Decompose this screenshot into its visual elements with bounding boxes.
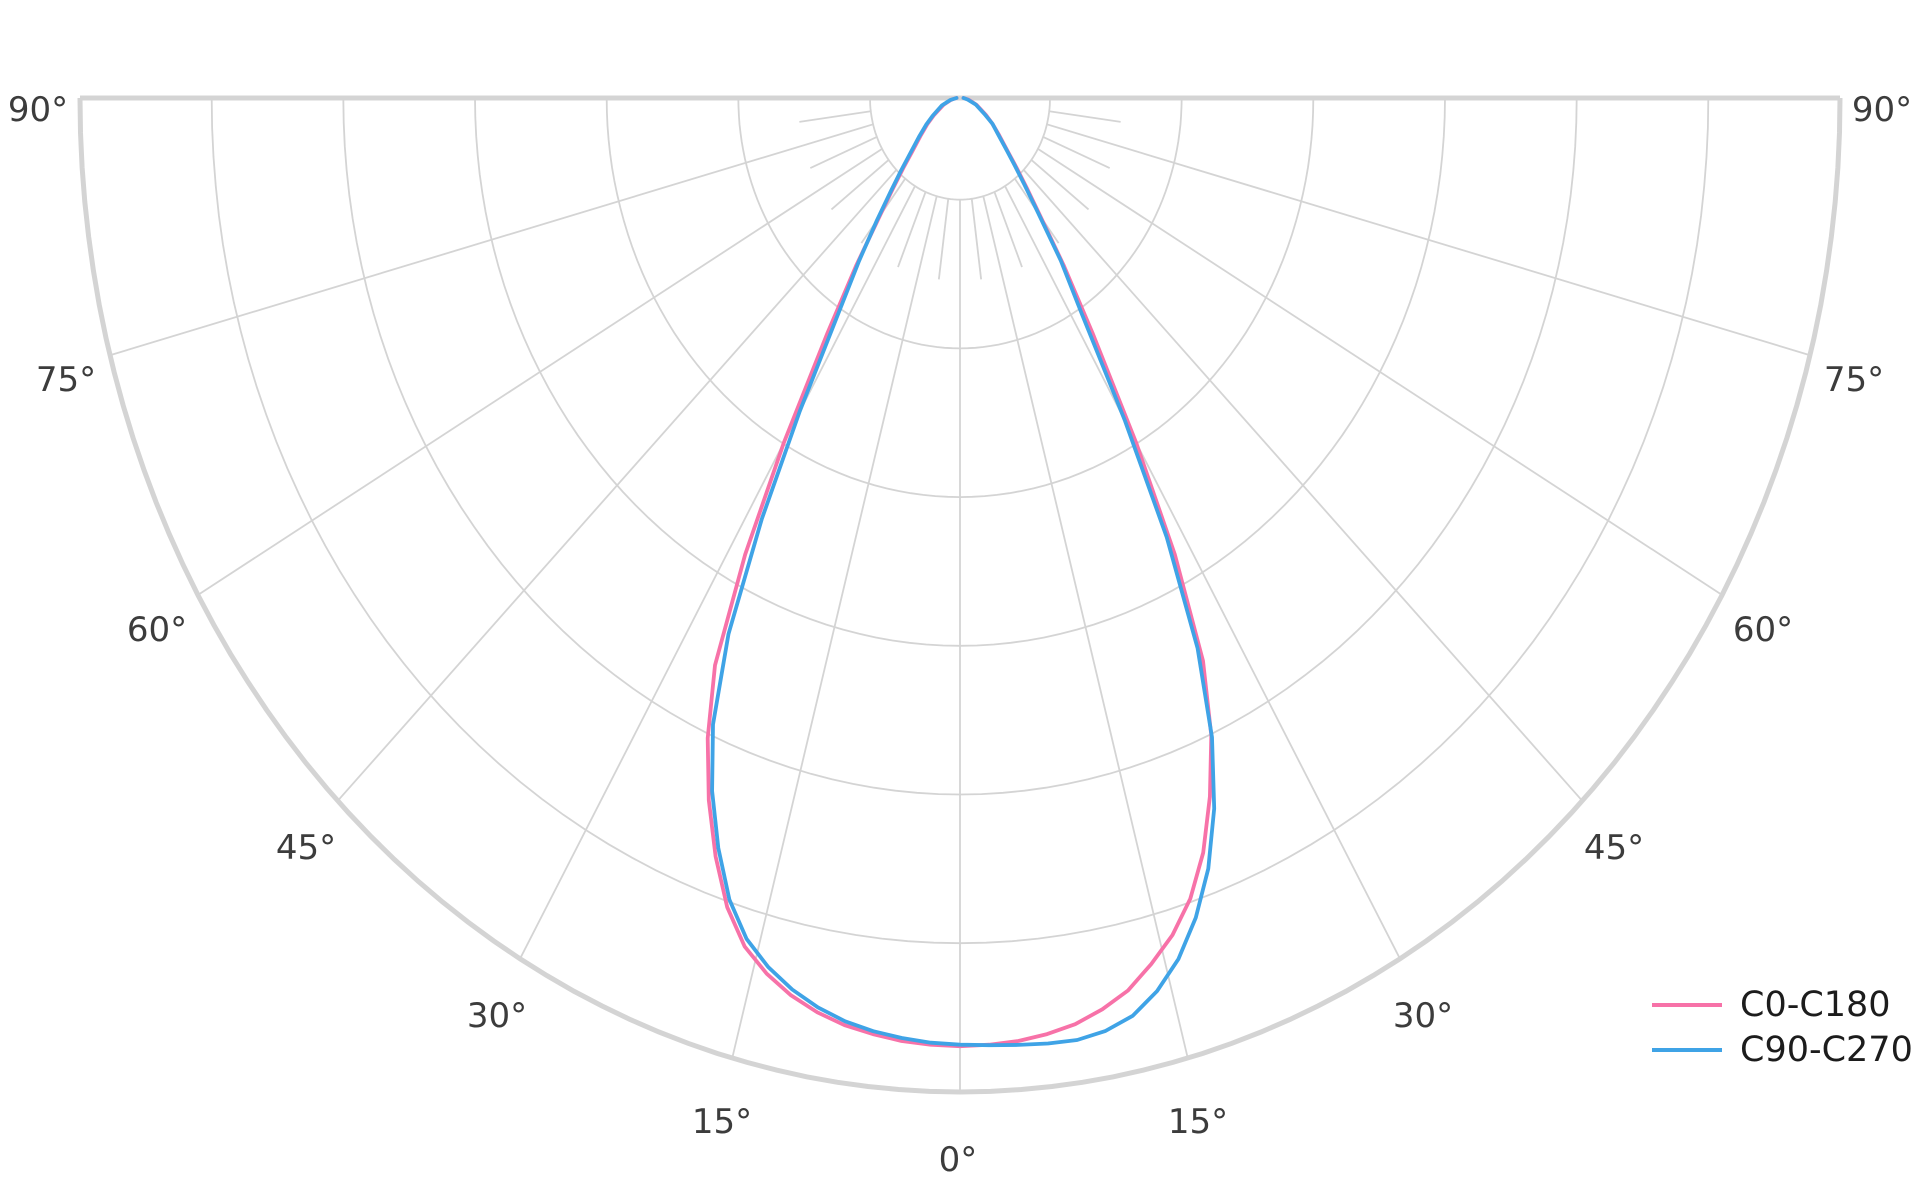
grid-spoke-major bbox=[109, 123, 874, 357]
grid-spoke-minor bbox=[1042, 136, 1111, 169]
grid-spoke-minor bbox=[1030, 159, 1090, 211]
grid-spoke-minor bbox=[937, 198, 950, 280]
grid-spoke-major bbox=[1004, 185, 1401, 960]
angle-label: 90° bbox=[8, 90, 68, 130]
grid-spoke-major bbox=[1046, 123, 1811, 357]
grid-spoke-minor bbox=[993, 191, 1023, 268]
grid-spoke-minor bbox=[830, 159, 890, 211]
intensity-curves bbox=[705, 96, 1217, 1049]
angle-label: 30° bbox=[1393, 996, 1453, 1036]
grid-spoke-minor bbox=[970, 198, 983, 280]
angle-labels: 90° 75° 60° 45° 30° 15° 0° 15° 30° 45° 60° 75° 90° bbox=[8, 90, 1912, 1177]
angle-label: 0° bbox=[939, 1140, 978, 1177]
grid-spoke-major bbox=[731, 195, 938, 1059]
grid-spoke-minor bbox=[1049, 110, 1121, 123]
angle-label: 15° bbox=[692, 1102, 752, 1142]
grid-spoke-major bbox=[337, 169, 898, 802]
grid-spoke-major bbox=[519, 185, 916, 960]
grid-spoke-major bbox=[1037, 148, 1723, 596]
angle-label: 90° bbox=[1852, 90, 1912, 130]
grid-spoke-major bbox=[982, 195, 1189, 1059]
polar-grid bbox=[77, 95, 1843, 1095]
angle-label: 30° bbox=[467, 996, 527, 1036]
angle-label: 45° bbox=[1584, 828, 1644, 868]
grid-spoke-minor bbox=[799, 110, 871, 123]
legend: C0-C180 C90-C270 bbox=[1652, 985, 1913, 1070]
angle-label: 60° bbox=[127, 610, 187, 650]
grid-spoke-major bbox=[197, 148, 883, 596]
grid-spoke-minor bbox=[809, 136, 878, 169]
angle-label: 15° bbox=[1168, 1102, 1228, 1142]
angle-label: 75° bbox=[36, 360, 96, 400]
angle-label: 75° bbox=[1824, 360, 1884, 400]
legend-label-c90-c270: C90-C270 bbox=[1740, 1030, 1913, 1070]
legend-label-c0-c180: C0-C180 bbox=[1740, 985, 1891, 1025]
grid-outer-boundary bbox=[77, 97, 1843, 1095]
angle-label: 60° bbox=[1733, 610, 1793, 650]
angle-label: 45° bbox=[276, 828, 336, 868]
grid-spoke-minor bbox=[897, 191, 927, 268]
grid-spoke-major bbox=[1022, 169, 1583, 802]
curve-c90-c270 bbox=[710, 96, 1217, 1048]
